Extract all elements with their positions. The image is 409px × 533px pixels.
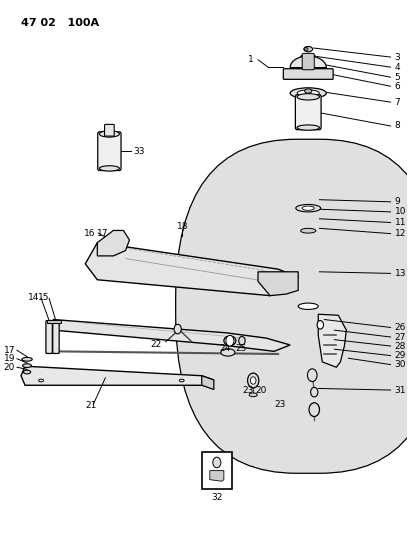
Text: 20: 20 xyxy=(4,363,15,372)
Text: 33: 33 xyxy=(133,147,145,156)
FancyBboxPatch shape xyxy=(104,124,114,136)
FancyBboxPatch shape xyxy=(46,320,52,353)
Text: 9: 9 xyxy=(393,197,399,206)
FancyBboxPatch shape xyxy=(294,95,320,130)
Polygon shape xyxy=(53,319,290,351)
Text: 6: 6 xyxy=(393,82,399,91)
Text: 47 02   100A: 47 02 100A xyxy=(21,18,99,28)
Text: 7: 7 xyxy=(393,98,399,107)
FancyBboxPatch shape xyxy=(97,132,121,171)
Text: 20: 20 xyxy=(255,385,266,394)
Polygon shape xyxy=(201,376,213,390)
Ellipse shape xyxy=(300,228,315,233)
Circle shape xyxy=(247,373,258,388)
Text: 3: 3 xyxy=(393,53,399,62)
Circle shape xyxy=(225,335,234,346)
Ellipse shape xyxy=(304,89,311,93)
Ellipse shape xyxy=(22,364,31,368)
Polygon shape xyxy=(209,471,223,481)
Ellipse shape xyxy=(304,55,311,59)
Polygon shape xyxy=(85,243,297,296)
Ellipse shape xyxy=(38,379,43,382)
Text: 25: 25 xyxy=(235,344,246,353)
Text: 13: 13 xyxy=(393,269,405,278)
Text: 17: 17 xyxy=(97,229,108,238)
Text: 17: 17 xyxy=(4,346,15,355)
Ellipse shape xyxy=(296,125,319,130)
Ellipse shape xyxy=(99,131,119,137)
Ellipse shape xyxy=(303,47,307,51)
Ellipse shape xyxy=(99,166,119,171)
Ellipse shape xyxy=(22,358,32,361)
Ellipse shape xyxy=(303,46,312,52)
Text: 22: 22 xyxy=(150,341,161,350)
Ellipse shape xyxy=(179,379,184,382)
Text: 26: 26 xyxy=(393,323,405,332)
Ellipse shape xyxy=(297,303,317,310)
Ellipse shape xyxy=(290,88,326,99)
Ellipse shape xyxy=(296,94,319,100)
Text: 29: 29 xyxy=(393,351,405,360)
Bar xyxy=(201,452,231,489)
Ellipse shape xyxy=(301,206,313,211)
FancyBboxPatch shape xyxy=(53,320,59,353)
Text: 16: 16 xyxy=(83,229,95,238)
Text: 24: 24 xyxy=(219,344,230,353)
Text: 19: 19 xyxy=(4,354,15,364)
Ellipse shape xyxy=(300,54,315,60)
Circle shape xyxy=(316,320,323,329)
Text: 8: 8 xyxy=(393,122,399,131)
Text: 28: 28 xyxy=(393,342,405,351)
Text: 15: 15 xyxy=(38,293,50,302)
Ellipse shape xyxy=(297,90,319,96)
Text: 31: 31 xyxy=(393,385,405,394)
Text: 4: 4 xyxy=(393,63,399,71)
Ellipse shape xyxy=(295,205,320,212)
Polygon shape xyxy=(257,272,297,296)
FancyBboxPatch shape xyxy=(283,69,333,79)
Circle shape xyxy=(310,387,317,397)
Ellipse shape xyxy=(223,336,235,345)
Text: 18: 18 xyxy=(176,222,188,231)
Circle shape xyxy=(308,403,319,417)
Text: 1: 1 xyxy=(247,55,254,64)
Text: 32: 32 xyxy=(211,492,222,502)
Ellipse shape xyxy=(220,349,234,356)
Polygon shape xyxy=(97,230,129,256)
Ellipse shape xyxy=(249,393,256,397)
Text: 30: 30 xyxy=(393,360,405,369)
Text: 12: 12 xyxy=(393,229,405,238)
Text: 11: 11 xyxy=(393,218,405,227)
FancyBboxPatch shape xyxy=(301,53,313,70)
Polygon shape xyxy=(21,366,213,385)
Text: 10: 10 xyxy=(393,207,405,216)
Text: 14: 14 xyxy=(28,293,39,302)
Circle shape xyxy=(250,377,255,384)
FancyBboxPatch shape xyxy=(297,288,318,327)
Bar xyxy=(47,319,61,323)
Text: 23: 23 xyxy=(274,400,285,409)
Text: 21: 21 xyxy=(85,401,97,410)
Circle shape xyxy=(212,457,220,468)
Ellipse shape xyxy=(23,370,31,374)
Polygon shape xyxy=(290,56,326,68)
Text: 5: 5 xyxy=(393,72,399,82)
FancyBboxPatch shape xyxy=(175,139,409,473)
Circle shape xyxy=(307,369,316,382)
Polygon shape xyxy=(317,314,346,367)
Circle shape xyxy=(174,324,181,334)
Text: 23: 23 xyxy=(242,385,253,394)
Circle shape xyxy=(238,336,245,345)
Text: 27: 27 xyxy=(393,333,405,342)
